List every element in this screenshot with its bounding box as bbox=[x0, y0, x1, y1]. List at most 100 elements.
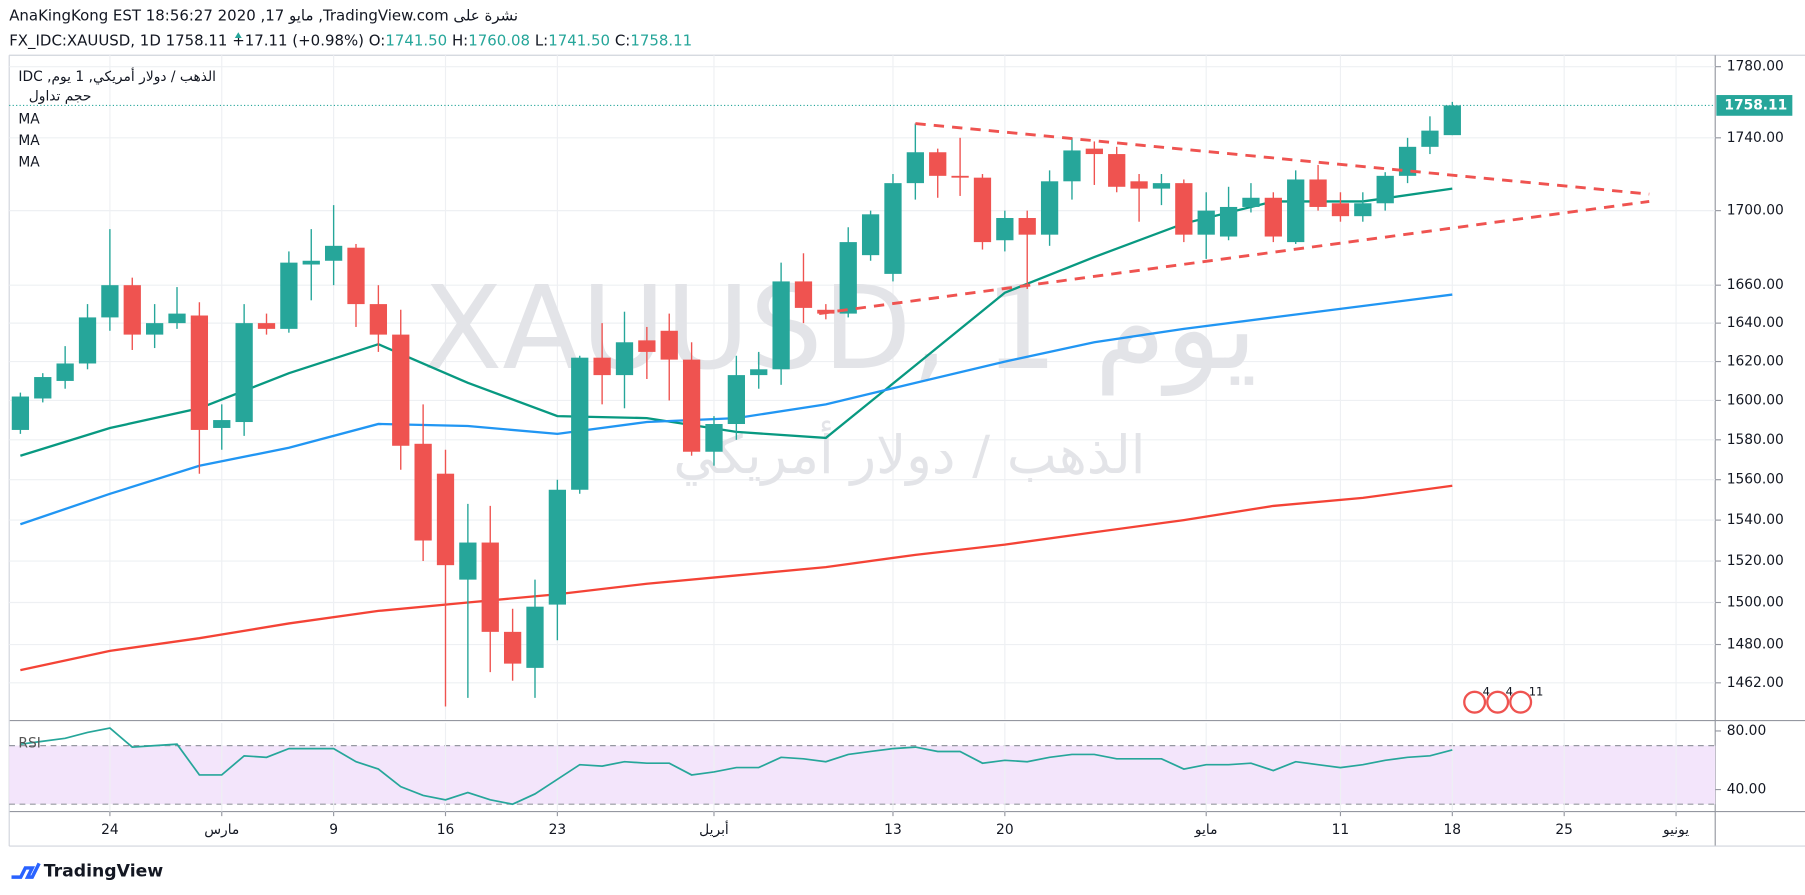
x-tick-label: 13 bbox=[884, 822, 902, 838]
y-tick-label: 1780.00 bbox=[1727, 59, 1784, 75]
x-tick-label: 24 bbox=[101, 822, 119, 838]
y-tick-label: 1600.00 bbox=[1727, 392, 1784, 408]
event-icon bbox=[1486, 690, 1510, 714]
y-tick-label: 40.00 bbox=[1727, 782, 1767, 798]
moving-average bbox=[20, 484, 1453, 672]
candle-body bbox=[906, 152, 924, 184]
candle-body bbox=[123, 285, 141, 335]
up-arrow-icon bbox=[234, 32, 242, 38]
symbol: FX_IDC:XAUUSD, 1D bbox=[9, 31, 161, 50]
candle-body bbox=[1152, 183, 1171, 189]
candle-body bbox=[638, 340, 656, 352]
candle-body bbox=[996, 218, 1014, 241]
candle-body bbox=[951, 175, 969, 178]
watermark-subtitle: الذهب / دولار أمريكي bbox=[673, 420, 1145, 486]
last-price-label: 1758.11 bbox=[1724, 97, 1787, 113]
trend-line bbox=[915, 122, 1650, 196]
candle-body bbox=[794, 281, 813, 308]
candle-body bbox=[257, 323, 276, 329]
candle-body bbox=[302, 260, 320, 265]
candle-body bbox=[1376, 175, 1394, 204]
price: 1758.11 bbox=[166, 31, 228, 49]
last-price-tag bbox=[1716, 95, 1793, 116]
rsi-title: RSI bbox=[18, 736, 40, 752]
candle-body bbox=[324, 245, 343, 261]
y-tick-label: 1740.00 bbox=[1727, 130, 1784, 146]
candle-body bbox=[78, 317, 97, 364]
logo-icon bbox=[11, 862, 41, 879]
candle-body bbox=[414, 443, 432, 541]
candle-body bbox=[481, 542, 499, 632]
rsi-line bbox=[20, 727, 1453, 806]
x-tick-label: 20 bbox=[996, 822, 1014, 838]
plot: 4 4 11 bbox=[9, 101, 1716, 806]
candle-body bbox=[146, 323, 164, 335]
candle-body bbox=[1421, 130, 1439, 147]
candle-body bbox=[369, 304, 388, 335]
ohlc-value: 1760.08 bbox=[468, 31, 530, 49]
candle-body bbox=[1219, 206, 1238, 237]
legend-entry: MA bbox=[18, 133, 40, 149]
ohlc-key: L: bbox=[535, 31, 548, 49]
x-tick-label: 9 bbox=[329, 822, 338, 838]
candle-body bbox=[861, 214, 880, 256]
candle-body bbox=[1354, 203, 1372, 217]
legend-entry: MA bbox=[18, 154, 40, 170]
header-symbol-line: FX_IDC:XAUUSD, 1D 1758.11 +17.11 (+0.98%… bbox=[9, 31, 692, 50]
candle-body bbox=[593, 357, 611, 376]
candle-body bbox=[56, 363, 74, 381]
candle-body bbox=[1175, 183, 1193, 235]
y-tick-label: 1520.00 bbox=[1727, 553, 1784, 569]
header-symbol: FX_IDC:XAUUSD, 1D 1758.11 +17.11 (+0.98%… bbox=[9, 31, 692, 50]
legend-entry: MA bbox=[18, 112, 40, 128]
candle-body bbox=[929, 152, 947, 176]
y-tick-label: 1560.00 bbox=[1727, 472, 1784, 488]
candle-body bbox=[526, 606, 544, 668]
y-tick-label: 1580.00 bbox=[1727, 432, 1784, 448]
candle-body bbox=[1443, 105, 1461, 136]
candle-body bbox=[705, 424, 723, 452]
event-label: 4 bbox=[1506, 684, 1513, 698]
ohlc-value: 1741.50 bbox=[548, 31, 610, 49]
candle-body bbox=[1197, 210, 1215, 235]
y-tick-label: 1540.00 bbox=[1727, 512, 1784, 528]
y-tick-label: 80.00 bbox=[1727, 723, 1767, 739]
candle-body bbox=[101, 285, 119, 318]
change: +17.11 (+0.98%) bbox=[232, 31, 364, 49]
candle-body bbox=[436, 473, 455, 566]
candle-body bbox=[1108, 154, 1126, 187]
event-icon bbox=[1463, 690, 1487, 714]
ohlc-key: H: bbox=[452, 31, 468, 49]
candle-body bbox=[459, 542, 477, 580]
x-tick-label: يونيو bbox=[1662, 822, 1689, 838]
y-tick-label: 1620.00 bbox=[1727, 354, 1784, 370]
x-tick-label: مارس bbox=[204, 822, 239, 838]
legend-title: IDC ,الذهب / دولار أمريكي, 1 يوم bbox=[18, 67, 216, 85]
candle-body bbox=[772, 281, 790, 370]
candle-body bbox=[1130, 181, 1148, 189]
candle-body bbox=[660, 330, 678, 360]
x-tick-label: مايو bbox=[1194, 822, 1218, 838]
candle-body bbox=[190, 315, 209, 430]
candle-body bbox=[1309, 179, 1327, 207]
candle-body bbox=[503, 631, 522, 664]
ohlc-value: 1758.11 bbox=[630, 31, 692, 49]
candle-body bbox=[168, 313, 186, 324]
candle-body bbox=[11, 396, 30, 430]
candle-body bbox=[1264, 197, 1282, 237]
candle-body bbox=[973, 177, 992, 243]
grid bbox=[9, 55, 1716, 812]
candle-body bbox=[682, 359, 701, 452]
candle-body bbox=[235, 323, 253, 423]
candle-body bbox=[1085, 148, 1103, 155]
ohlc-value: 1741.50 bbox=[385, 31, 447, 49]
header-line: AnaKingKong EST 18:56:27 2020 ,17 مايو ,… bbox=[9, 7, 518, 25]
rsi-band bbox=[9, 745, 1716, 805]
y-tick-label: 1462.00 bbox=[1727, 675, 1784, 691]
candle-body bbox=[750, 369, 768, 376]
event-icon bbox=[1509, 690, 1533, 714]
event-label: 11 bbox=[1529, 684, 1544, 698]
candle-body bbox=[548, 489, 567, 605]
